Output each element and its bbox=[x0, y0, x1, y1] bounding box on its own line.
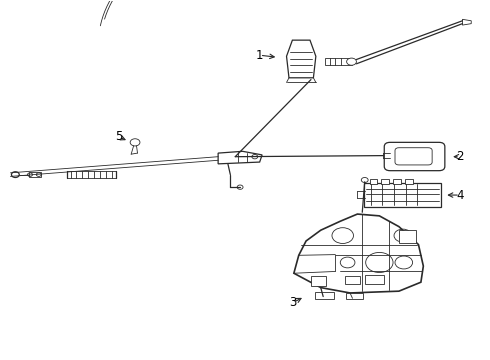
Bar bbox=[369, 179, 377, 184]
Bar bbox=[399, 230, 416, 243]
Bar bbox=[67, 171, 116, 178]
Bar bbox=[365, 275, 384, 284]
Bar bbox=[315, 292, 334, 299]
Bar bbox=[346, 293, 363, 299]
Text: 4: 4 bbox=[456, 189, 464, 202]
Bar bbox=[311, 276, 326, 286]
Text: 2: 2 bbox=[456, 150, 464, 163]
Bar bbox=[381, 179, 389, 184]
FancyBboxPatch shape bbox=[395, 148, 432, 165]
Polygon shape bbox=[463, 19, 471, 25]
Bar bbox=[29, 172, 41, 177]
Polygon shape bbox=[294, 214, 423, 293]
Bar bbox=[325, 58, 351, 65]
Text: 3: 3 bbox=[289, 296, 296, 309]
Circle shape bbox=[346, 58, 356, 65]
Polygon shape bbox=[287, 40, 316, 78]
Text: 5: 5 bbox=[115, 130, 122, 144]
Text: 1: 1 bbox=[256, 49, 264, 62]
FancyBboxPatch shape bbox=[364, 183, 441, 207]
Bar bbox=[393, 179, 401, 184]
Polygon shape bbox=[218, 151, 262, 164]
FancyBboxPatch shape bbox=[384, 142, 445, 171]
Bar bbox=[405, 179, 413, 184]
Bar bbox=[345, 276, 360, 284]
